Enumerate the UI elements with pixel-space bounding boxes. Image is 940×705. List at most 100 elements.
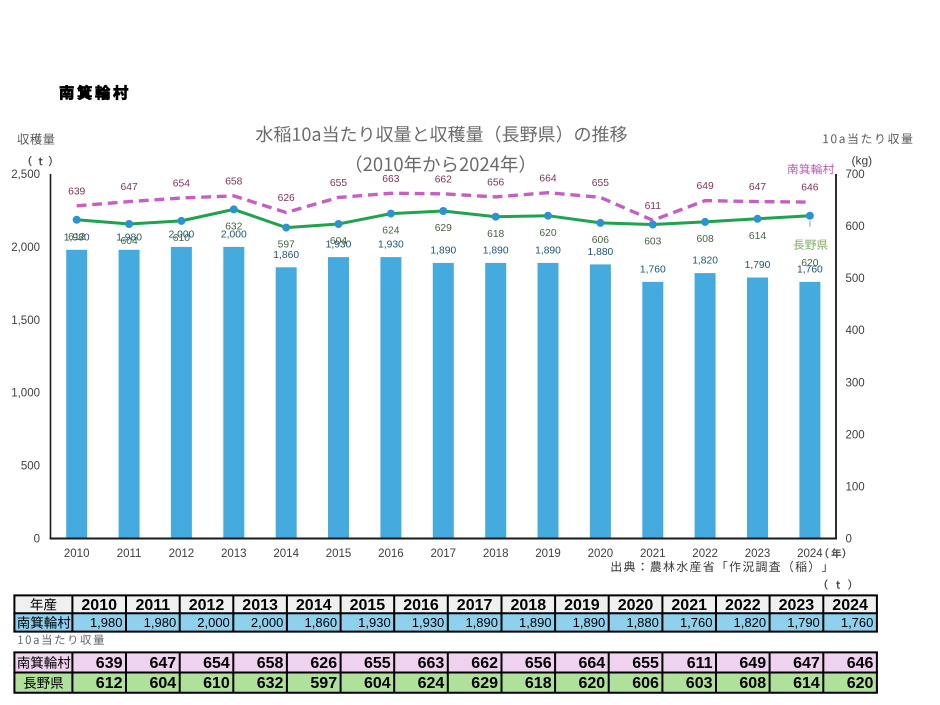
svg-text:646: 646: [801, 183, 818, 194]
svg-text:1,790: 1,790: [787, 615, 820, 630]
svg-text:2020: 2020: [618, 597, 654, 614]
svg-text:611: 611: [645, 201, 662, 212]
svg-text:0: 0: [846, 534, 852, 546]
svg-text:608: 608: [697, 234, 714, 245]
svg-text:620: 620: [539, 228, 556, 239]
svg-text:603: 603: [686, 675, 713, 692]
svg-text:610: 610: [173, 233, 190, 244]
svg-text:2021: 2021: [640, 548, 666, 560]
svg-text:2017: 2017: [457, 597, 493, 614]
svg-text:611: 611: [687, 655, 713, 672]
svg-text:658: 658: [225, 177, 242, 188]
svg-text:656: 656: [487, 178, 504, 189]
svg-text:639: 639: [96, 655, 123, 672]
svg-text:620: 620: [578, 675, 605, 692]
svg-text:1,760: 1,760: [640, 265, 666, 276]
svg-text:618: 618: [487, 229, 504, 240]
svg-text:2015: 2015: [350, 597, 386, 614]
svg-text:658: 658: [257, 655, 284, 672]
svg-text:2024: 2024: [832, 597, 868, 614]
svg-text:2019: 2019: [564, 597, 600, 614]
svg-text:654: 654: [203, 655, 230, 672]
svg-text:2020: 2020: [588, 548, 614, 560]
svg-text:2014: 2014: [296, 597, 332, 614]
svg-text:662: 662: [435, 174, 452, 185]
svg-text:1,980: 1,980: [144, 615, 177, 630]
svg-text:500: 500: [21, 461, 40, 473]
svg-text:200: 200: [846, 429, 865, 441]
svg-text:664: 664: [539, 173, 556, 184]
svg-text:632: 632: [225, 222, 242, 233]
svg-text:2015: 2015: [326, 548, 352, 560]
svg-text:600: 600: [846, 221, 865, 233]
svg-text:597: 597: [310, 675, 337, 692]
svg-text:626: 626: [278, 193, 295, 204]
svg-text:610: 610: [203, 675, 230, 692]
svg-text:604: 604: [364, 675, 391, 692]
svg-text:1,980: 1,980: [64, 232, 90, 243]
svg-text:606: 606: [592, 235, 609, 246]
svg-text:639: 639: [68, 186, 85, 197]
svg-text:2,000: 2,000: [251, 615, 284, 630]
svg-text:2022: 2022: [692, 548, 718, 560]
svg-text:614: 614: [793, 675, 820, 692]
svg-text:2,000: 2,000: [169, 230, 195, 241]
svg-text:1,760: 1,760: [841, 615, 874, 630]
svg-text:656: 656: [525, 655, 552, 672]
svg-text:664: 664: [578, 655, 605, 672]
svg-text:1,000: 1,000: [11, 388, 40, 400]
svg-text:1,930: 1,930: [378, 240, 404, 251]
svg-text:624: 624: [418, 675, 445, 692]
svg-text:629: 629: [471, 675, 498, 692]
svg-text:1,790: 1,790: [745, 260, 771, 271]
svg-text:603: 603: [644, 237, 661, 248]
svg-text:612: 612: [96, 675, 123, 692]
svg-text:662: 662: [471, 655, 498, 672]
svg-text:604: 604: [330, 236, 347, 247]
svg-text:655: 655: [364, 655, 391, 672]
svg-text:2017: 2017: [431, 548, 457, 560]
svg-text:2011: 2011: [117, 548, 142, 560]
svg-text:2010: 2010: [64, 548, 90, 560]
svg-text:2012: 2012: [169, 548, 195, 560]
svg-text:2018: 2018: [483, 548, 509, 560]
svg-text:(kg): (kg): [852, 154, 873, 168]
svg-text:2,000: 2,000: [197, 615, 230, 630]
svg-text:1,980: 1,980: [90, 615, 123, 630]
svg-text:1,880: 1,880: [588, 247, 614, 258]
svg-text:612: 612: [68, 232, 85, 243]
svg-text:604: 604: [149, 675, 176, 692]
svg-text:654: 654: [173, 179, 190, 190]
svg-text:663: 663: [418, 655, 445, 672]
svg-text:614: 614: [749, 231, 766, 242]
svg-text:2021: 2021: [671, 597, 707, 614]
svg-text:500: 500: [846, 273, 865, 285]
svg-text:2016: 2016: [378, 548, 404, 560]
svg-text:626: 626: [310, 655, 337, 672]
svg-text:0: 0: [34, 534, 40, 546]
svg-text:606: 606: [632, 675, 659, 692]
svg-text:632: 632: [257, 675, 284, 692]
svg-text:2014: 2014: [273, 548, 299, 560]
svg-text:647: 647: [793, 655, 820, 672]
svg-text:597: 597: [278, 240, 295, 251]
svg-text:2013: 2013: [242, 597, 278, 614]
svg-text:2022: 2022: [725, 597, 761, 614]
svg-text:649: 649: [739, 655, 766, 672]
svg-text:2,000: 2,000: [221, 230, 247, 241]
svg-text:663: 663: [382, 174, 399, 185]
svg-text:1,500: 1,500: [11, 315, 40, 327]
svg-text:300: 300: [846, 377, 865, 389]
svg-text:647: 647: [149, 655, 176, 672]
svg-text:2011: 2011: [135, 597, 170, 614]
svg-text:649: 649: [697, 181, 714, 192]
svg-text:618: 618: [525, 675, 552, 692]
svg-text:647: 647: [121, 182, 138, 193]
svg-text:2023: 2023: [745, 548, 771, 560]
svg-text:624: 624: [382, 226, 399, 237]
svg-text:1,820: 1,820: [692, 256, 718, 267]
svg-text:1,890: 1,890: [465, 615, 498, 630]
svg-text:400: 400: [846, 325, 865, 337]
svg-text:1,890: 1,890: [535, 246, 561, 257]
svg-text:100: 100: [846, 481, 865, 493]
